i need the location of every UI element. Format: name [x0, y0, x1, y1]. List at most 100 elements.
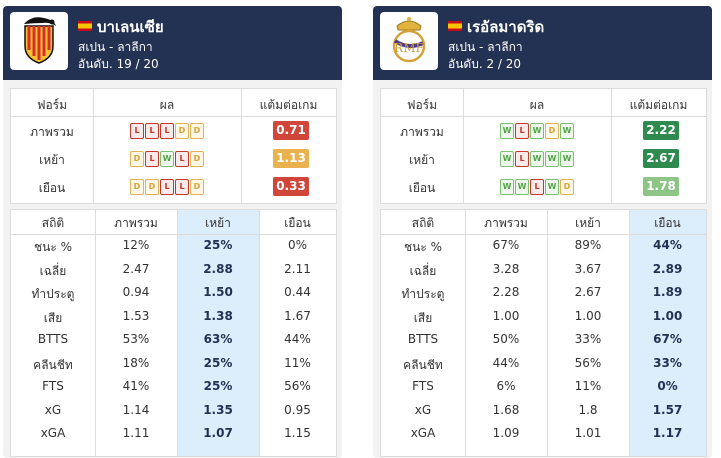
stats-value: 25%: [203, 238, 233, 252]
form-row-label: ภาพรวม: [30, 125, 74, 139]
stats-row: FTS 6% 11% 0%: [381, 375, 706, 399]
stats-value: 1.53: [122, 308, 150, 323]
stats-label: ทำประตู: [31, 287, 75, 301]
result-badge[interactable]: L: [515, 151, 529, 167]
stats-value: 6%: [496, 379, 516, 393]
stats-value: 63%: [203, 332, 233, 346]
stats-value: 2.67: [574, 285, 602, 299]
result-badge[interactable]: L: [160, 179, 174, 195]
stats-value: 1.09: [492, 426, 520, 440]
result-badge[interactable]: W: [560, 123, 574, 139]
stats-label: เฉลี่ย: [409, 263, 437, 278]
stats-row: ชนะ % 67% 89% 44%: [381, 234, 706, 258]
result-badge[interactable]: W: [500, 179, 514, 195]
stats-value: 44%: [492, 355, 520, 370]
stats-header: ภาพรวม: [114, 216, 158, 230]
stats-row: ชนะ % 12% 25% 0%: [11, 234, 336, 258]
stats-header: เยือน: [654, 216, 681, 230]
divider: [629, 210, 630, 456]
stats-row: FTS 41% 25% 56%: [11, 375, 336, 399]
result-badge[interactable]: D: [130, 179, 144, 195]
stats-label: ชนะ %: [403, 240, 442, 254]
result-badge[interactable]: W: [560, 151, 574, 167]
stats-row: คลีนชีท 44% 56% 33%: [381, 352, 706, 376]
result-badge[interactable]: D: [130, 151, 144, 167]
result-badge[interactable]: W: [500, 123, 514, 139]
result-badge[interactable]: L: [175, 179, 189, 195]
stats-value: 3.67: [574, 261, 602, 276]
form-table-header: ฟอร์ม ผล แต้มต่อเกม: [11, 89, 336, 117]
team-logo[interactable]: RMF: [380, 12, 438, 70]
result-badge[interactable]: D: [190, 123, 204, 139]
result-badge[interactable]: D: [145, 179, 159, 195]
stats-label: ทำประตู: [401, 287, 445, 301]
result-badge[interactable]: D: [175, 123, 189, 139]
ppg-value: 1.13: [273, 149, 309, 168]
stats-row: BTTS 50% 33% 67%: [381, 328, 706, 352]
stats-label: BTTS: [37, 332, 69, 346]
stats-value: 33%: [574, 332, 602, 346]
real-madrid-crest-icon: RMF: [392, 17, 426, 63]
result-badge[interactable]: W: [545, 179, 559, 195]
divider: [465, 210, 466, 456]
team-name[interactable]: บาเลนเซีย: [78, 15, 164, 39]
divider: [95, 210, 96, 456]
stats-value: 0.95: [284, 402, 311, 417]
stats-value: 0%: [287, 238, 308, 252]
stats-row: คลีนชีท 18% 25% 11%: [11, 352, 336, 376]
result-badge[interactable]: L: [515, 123, 529, 139]
stats-value: 25%: [203, 379, 233, 393]
team-league[interactable]: สเปน - ลาลีกา: [448, 40, 523, 54]
stats-row: เฉลี่ย 2.47 2.88 2.11: [11, 258, 336, 282]
result-badge[interactable]: W: [515, 179, 529, 195]
result-badge[interactable]: D: [190, 151, 204, 167]
team-league[interactable]: สเปน - ลาลีกา: [78, 40, 153, 54]
result-badge[interactable]: W: [545, 151, 559, 167]
result-badge[interactable]: L: [530, 179, 544, 195]
stats-table: สถิติ ภาพรวม เหย้า เยือน ชนะ % 67% 89% 44% เ…: [380, 209, 707, 457]
result-badge[interactable]: L: [145, 123, 159, 139]
result-badge[interactable]: L: [160, 123, 174, 139]
stats-value: 1.38: [203, 308, 233, 323]
team-name-text: บาเลนเซีย: [97, 18, 164, 36]
stats-value: 1.67: [284, 308, 311, 323]
stats-value: 56%: [284, 379, 311, 393]
divider: [177, 210, 178, 456]
stats-value: 1.35: [203, 402, 233, 417]
stats-label: xGA: [40, 426, 66, 440]
stats-value: 18%: [122, 355, 150, 370]
result-badge[interactable]: W: [500, 151, 514, 167]
stats-header: เหย้า: [575, 216, 601, 230]
result-badge[interactable]: D: [190, 179, 204, 195]
stats-row: xG 1.68 1.8 1.57: [381, 399, 706, 423]
stats-row: เสีย 1.53 1.38 1.67: [11, 305, 336, 329]
stats-value: 1.50: [203, 285, 233, 299]
result-badge[interactable]: D: [560, 179, 574, 195]
result-badge[interactable]: D: [545, 123, 559, 139]
result-badge[interactable]: W: [530, 123, 544, 139]
stats-value: 2.47: [122, 261, 150, 276]
result-badge[interactable]: L: [175, 151, 189, 167]
stats-row: เฉลี่ย 3.28 3.67 2.89: [381, 258, 706, 282]
stats-value: 2.11: [284, 261, 311, 276]
ppg-value: 0.33: [273, 177, 309, 196]
result-badge[interactable]: L: [130, 123, 144, 139]
form-table-header: ฟอร์ม ผล แต้มต่อเกม: [381, 89, 706, 117]
stats-value: 1.8: [578, 402, 598, 417]
team-logo[interactable]: [10, 12, 68, 70]
stats-value: 0.94: [122, 285, 150, 299]
stats-value: 41%: [122, 379, 150, 393]
form-row-label: เหย้า: [409, 153, 435, 167]
stats-value: 2.28: [492, 285, 520, 299]
result-badge[interactable]: W: [160, 151, 174, 167]
result-badge[interactable]: L: [145, 151, 159, 167]
stats-value: 25%: [203, 355, 233, 370]
result-badge[interactable]: W: [530, 151, 544, 167]
ppg-value: 1.78: [643, 177, 679, 196]
stats-row: เสีย 1.00 1.00 1.00: [381, 305, 706, 329]
ppg-value: 2.22: [643, 121, 679, 140]
team-name[interactable]: เรอัลมาดริด: [448, 15, 544, 39]
